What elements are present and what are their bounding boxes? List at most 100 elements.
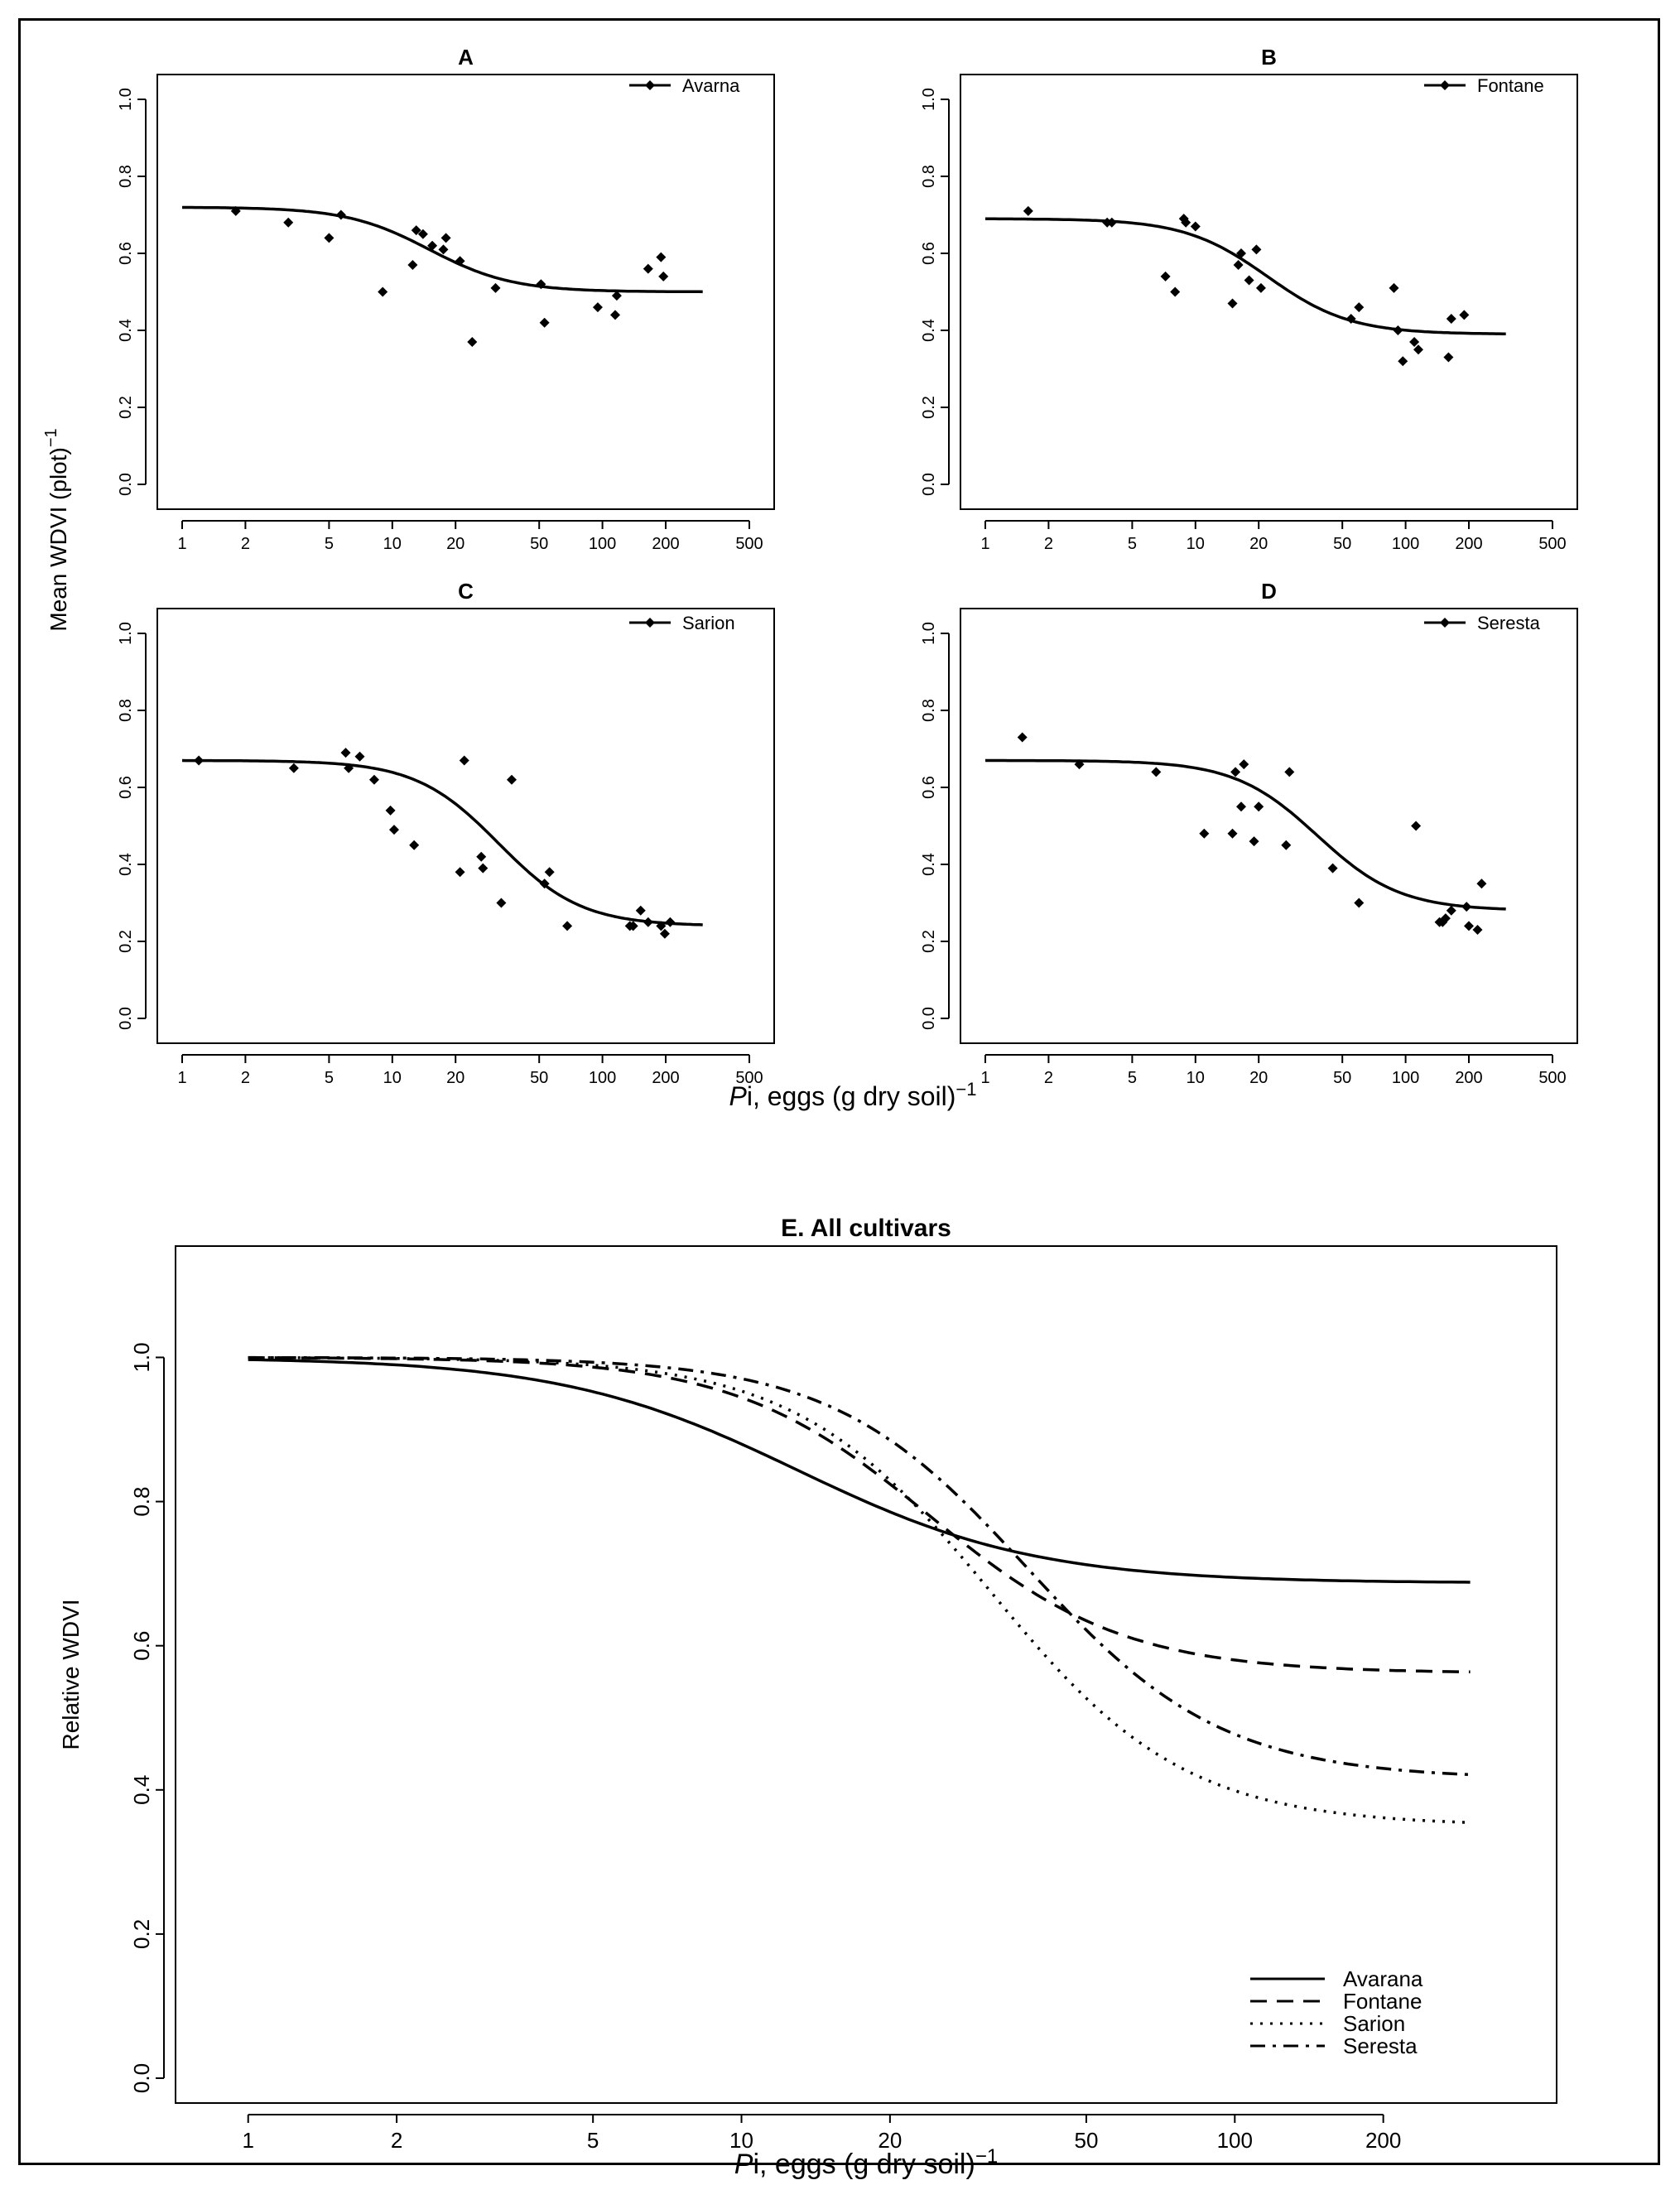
data-point — [1074, 759, 1085, 770]
x-tick-label: 200 — [652, 1069, 679, 1087]
x-tick-label: 20 — [878, 2128, 902, 2153]
y-tick-label: 0.6 — [920, 776, 938, 799]
data-point — [411, 225, 421, 236]
data-point — [1227, 298, 1238, 309]
y-tick-label: 0.0 — [920, 1007, 938, 1030]
data-point — [1284, 767, 1295, 777]
data-point — [1230, 767, 1241, 777]
data-point — [507, 774, 517, 785]
data-point — [643, 917, 653, 927]
data-point — [478, 863, 489, 874]
data-point — [536, 279, 546, 290]
data-point — [283, 217, 294, 228]
legend-label: Sarion — [1343, 2011, 1405, 2036]
y-tick-label: 0.0 — [117, 1007, 135, 1030]
data-point — [1244, 275, 1254, 286]
data-point — [496, 898, 507, 908]
data-point — [562, 921, 573, 931]
shared-x-axis-label: Pi, eggs (g dry soil)−1 — [729, 1079, 977, 1111]
x-tick-label: 10 — [1187, 1069, 1205, 1087]
fit-curve — [181, 758, 703, 926]
data-point — [592, 302, 603, 313]
data-point — [1249, 836, 1259, 847]
y-tick-label: 0.8 — [117, 165, 135, 188]
data-point — [1413, 344, 1424, 355]
x-tick-label: 50 — [530, 1069, 548, 1087]
legend-label: Sarion — [682, 613, 735, 633]
x-tick-label: 1 — [980, 1069, 989, 1087]
plot-box — [960, 74, 1578, 510]
x-tick-label: 5 — [325, 535, 334, 553]
x-tick-label: 2 — [241, 1069, 250, 1087]
x-axis-label: Pi, eggs (g dry soil)−1 — [734, 2145, 998, 2180]
data-point — [490, 282, 501, 293]
series-line-sarion — [248, 1355, 1471, 1824]
x-tick-label: 100 — [1392, 535, 1419, 553]
panel-title: A — [458, 45, 474, 70]
data-point — [1160, 271, 1171, 282]
series-line-fontane — [248, 1356, 1471, 1674]
legend-marker — [1440, 618, 1450, 628]
x-tick-label: 500 — [735, 535, 763, 553]
data-point — [1254, 801, 1264, 812]
x-tick-label: 5 — [587, 2128, 599, 2153]
data-point — [1354, 302, 1365, 313]
panel-title: B — [1261, 45, 1277, 70]
plot-box — [156, 608, 775, 1044]
x-tick-label: 20 — [1249, 535, 1268, 553]
data-point — [459, 755, 469, 766]
y-tick-label: 0.4 — [920, 853, 938, 876]
data-point — [427, 240, 438, 251]
x-tick-label: 2 — [1044, 1069, 1053, 1087]
data-point — [194, 755, 205, 766]
data-point — [1461, 902, 1472, 912]
x-tick-label: 200 — [1365, 2128, 1401, 2153]
y-tick-label: 0.2 — [129, 1919, 154, 1949]
x-tick-label: 10 — [1187, 535, 1205, 553]
panel-title: D — [1261, 579, 1277, 604]
data-point — [1476, 878, 1487, 889]
panel-c: C 1 2 5 10 20 50 100 200 500 0.0 0.2 0.4 0.6 0.8 1.0 Sar… — [117, 579, 775, 1087]
y-tick-label: 1.0 — [920, 622, 938, 645]
data-point — [611, 291, 622, 301]
data-point — [407, 259, 418, 270]
data-point — [1281, 840, 1292, 850]
y-tick-label: 1.0 — [117, 622, 135, 645]
y-tick-label: 0.6 — [117, 776, 135, 799]
x-tick-label: 100 — [1392, 1069, 1419, 1087]
data-point — [368, 774, 379, 785]
data-point — [1235, 801, 1246, 812]
data-point — [1181, 217, 1191, 228]
data-point — [354, 751, 365, 762]
data-point — [1023, 205, 1033, 216]
x-tick-label: 5 — [1128, 1069, 1137, 1087]
data-point — [1446, 905, 1456, 916]
data-point — [1446, 314, 1456, 325]
y-tick-label: 1.0 — [920, 88, 938, 111]
legend-marker — [645, 618, 655, 628]
x-tick-label: 5 — [325, 1069, 334, 1087]
y-tick-label: 0.4 — [920, 319, 938, 342]
data-point — [288, 763, 299, 773]
data-point — [476, 851, 487, 862]
x-tick-label: 20 — [1249, 1069, 1268, 1087]
x-tick-label: 10 — [729, 2128, 753, 2153]
y-tick-label: 0.2 — [117, 396, 135, 419]
y-tick-label: 0.8 — [129, 1486, 154, 1516]
data-point — [1459, 310, 1470, 320]
fit-curve — [985, 758, 1506, 911]
x-tick-label: 200 — [652, 535, 679, 553]
data-point — [1190, 221, 1201, 232]
data-point — [1227, 828, 1238, 839]
x-tick-label: 10 — [383, 1069, 402, 1087]
data-point — [1199, 828, 1210, 839]
data-point — [467, 336, 478, 347]
data-point — [455, 867, 465, 878]
data-point — [340, 748, 351, 758]
y-tick-label: 0.0 — [920, 473, 938, 496]
x-tick-label: 1 — [980, 535, 989, 553]
x-tick-label: 100 — [1217, 2128, 1253, 2153]
data-point — [1464, 921, 1475, 931]
data-point — [1398, 356, 1408, 367]
